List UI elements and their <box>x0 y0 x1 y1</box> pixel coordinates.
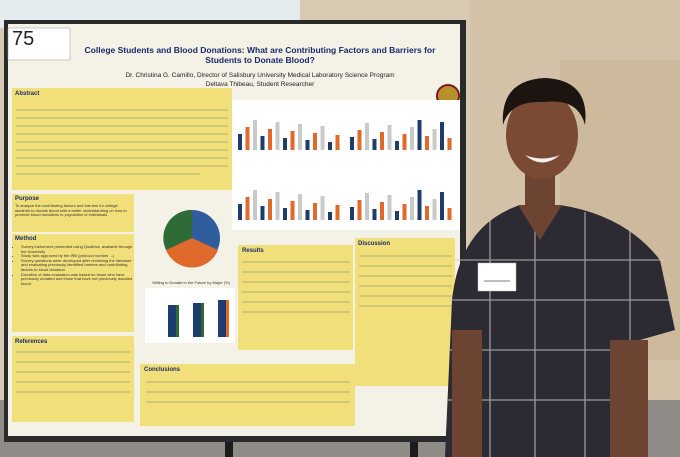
poster-graphic <box>328 212 332 220</box>
poster-graphic <box>268 199 272 220</box>
poster-graphic <box>298 124 302 150</box>
poster-graphic <box>253 120 257 150</box>
poster-graphic <box>283 138 287 150</box>
poster-graphic <box>350 207 354 220</box>
poster-number: 75 <box>12 28 35 50</box>
poster-graphic <box>328 142 332 150</box>
poster-graphic <box>447 208 452 220</box>
poster-graphic <box>380 132 384 150</box>
section-heading: Discussion <box>358 241 391 247</box>
poster-graphic <box>387 195 392 220</box>
poster-graphic <box>447 138 452 150</box>
poster-graphic <box>402 204 407 220</box>
poster-graphic <box>380 202 384 220</box>
poster-graphic <box>402 134 407 150</box>
method-item: Donation of data evaluation was based on… <box>21 272 133 287</box>
method-item: Survey questions were developed after re… <box>21 258 133 273</box>
poster-graphic <box>320 126 325 150</box>
poster-graphic <box>365 193 369 220</box>
poster-graphic <box>410 127 414 150</box>
poster-author: Deltava Thibeau, Student Researcher <box>205 81 315 88</box>
poster-graphic <box>335 205 340 220</box>
poster-graphic <box>290 201 295 220</box>
poster-graphic <box>350 137 354 150</box>
poster-graphic <box>335 135 340 150</box>
poster-graphic <box>417 120 422 150</box>
poster-graphic <box>245 127 250 150</box>
poster-graphic <box>440 192 444 220</box>
poster-graphic <box>253 190 257 220</box>
poster-graphic <box>305 210 310 220</box>
poster-graphic <box>275 122 280 150</box>
poster-graphic <box>245 197 250 220</box>
method-item: Survey instrument presented using Qualtr… <box>21 244 133 254</box>
chart-caption: Willing to Donate in the Future by Major… <box>152 280 230 285</box>
section-heading: Method <box>15 236 37 242</box>
poster-graphic <box>417 190 422 220</box>
section-heading: Purpose <box>15 196 40 202</box>
poster-graphic <box>238 204 242 220</box>
method-list: Survey instrument presented using Qualtr… <box>15 244 133 287</box>
poster-graphic <box>320 196 325 220</box>
poster-graphic <box>290 131 295 150</box>
poster-graphic <box>387 125 392 150</box>
poster-graphic <box>313 133 317 150</box>
poster-graphic <box>410 197 414 220</box>
section-heading: References <box>15 339 48 345</box>
poster-graphic <box>260 206 265 220</box>
poster-graphic <box>395 141 399 150</box>
poster-graphic <box>238 134 242 150</box>
poster-graphic <box>275 192 280 220</box>
poster-graphic <box>372 209 377 220</box>
section-heading: Conclusions <box>144 367 181 373</box>
poster-graphic <box>260 136 265 150</box>
section-heading: Abstract <box>15 91 40 97</box>
poster-graphic <box>283 208 287 220</box>
poster-title: College Students and Blood Donations: Wh… <box>84 45 436 65</box>
poster-graphic <box>357 130 362 150</box>
poster-graphic <box>395 211 399 220</box>
poster-graphic <box>313 203 317 220</box>
poster-graphic <box>268 129 272 150</box>
poster-graphic <box>432 129 437 150</box>
poster-graphic <box>372 139 377 150</box>
poster-graphic <box>425 206 429 220</box>
method-item: Study was approved by the IRB (protocol … <box>21 254 133 259</box>
poster-graphic <box>298 194 302 220</box>
poster-graphic <box>365 123 369 150</box>
poster-graphic <box>305 140 310 150</box>
purpose-text: To analyze the contributing factors and … <box>15 203 127 218</box>
poster-author: Dr. Christina G. Camillo, Director of Sa… <box>125 72 395 79</box>
section-heading: Results <box>242 248 264 254</box>
poster-graphic <box>357 200 362 220</box>
poster-graphic <box>440 122 444 150</box>
poster-graphic <box>432 199 437 220</box>
poster-graphic <box>425 136 429 150</box>
